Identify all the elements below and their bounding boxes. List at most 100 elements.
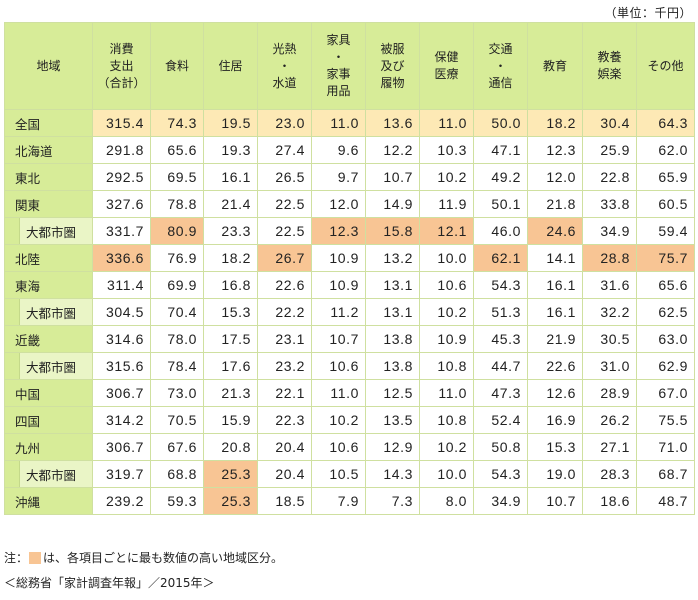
sub-region-label: 大都市圏 [20,461,92,487]
value-cell: 16.8 [203,271,258,299]
sub-region-cell: 大都市圏 [4,217,93,245]
value-cell: 9.6 [311,136,366,164]
value-cell: 52.4 [473,406,528,434]
table-row: 北陸 336.6 76.9 18.2 26.7 10.9 13.2 10.0 62.1 14.1 2… [4,244,695,272]
value-cell: 12.3 [311,217,366,245]
footnote-text: は、各項目ごとに最も数値の高い地域区分。 [43,551,284,565]
value-cell: 22.3 [257,406,312,434]
value-cell: 70.5 [150,406,204,434]
sub-region-cell: 大都市圏 [4,352,93,380]
value-cell: 314.2 [92,406,151,434]
value-cell: 9.7 [311,163,366,191]
value-cell: 22.1 [257,379,312,407]
value-cell: 63.0 [636,325,695,353]
region-cell: 東海 [4,271,93,299]
value-cell: 62.5 [636,298,695,326]
value-cell: 64.3 [636,109,695,137]
value-cell: 306.7 [92,379,151,407]
table-row: 東海 311.4 69.9 16.8 22.6 10.9 13.1 10.6 54.3 16.1 3… [4,271,695,299]
value-cell: 11.0 [419,379,474,407]
table-row: 大都市圏 304.5 70.4 15.3 22.2 11.2 13.1 10.2 51.3 16.… [4,298,695,326]
value-cell: 68.7 [636,460,695,488]
region-cell: 北陸 [4,244,93,272]
footnote: 注： は、各項目ごとに最も数値の高い地域区分。 [4,549,283,566]
value-cell: 23.3 [203,217,258,245]
value-cell: 13.6 [365,109,420,137]
header-category: 消費 支出 （合計） [92,22,151,110]
value-cell: 69.9 [150,271,204,299]
value-cell: 45.3 [473,325,528,353]
value-cell: 22.6 [257,271,312,299]
value-cell: 11.0 [311,109,366,137]
value-cell: 16.1 [203,163,258,191]
value-cell: 315.4 [92,109,151,137]
region-cell: 中国 [4,379,93,407]
table-row: 大都市圏 315.6 78.4 17.6 23.2 10.6 13.8 10.8 44.7 22.… [4,352,695,380]
region-cell: 近畿 [4,325,93,353]
value-cell: 27.1 [582,433,637,461]
region-cell: 関東 [4,190,93,218]
value-cell: 22.2 [257,298,312,326]
value-cell: 12.2 [365,136,420,164]
value-cell: 76.9 [150,244,204,272]
value-cell: 331.7 [92,217,151,245]
value-cell: 10.6 [419,271,474,299]
value-cell: 18.2 [527,109,583,137]
value-cell: 16.1 [527,271,583,299]
value-cell: 10.9 [311,271,366,299]
sub-region-cell: 大都市圏 [4,298,93,326]
table-row: 沖縄 239.2 59.3 25.3 18.5 7.9 7.3 8.0 34.9 10.7 18.6… [4,487,695,515]
value-cell: 28.9 [582,379,637,407]
value-cell: 19.0 [527,460,583,488]
value-cell: 25.9 [582,136,637,164]
sub-region-label: 大都市圏 [20,299,92,325]
value-cell: 10.2 [311,406,366,434]
header-category: 被服 及び 履物 [365,22,420,110]
value-cell: 292.5 [92,163,151,191]
value-cell: 291.8 [92,136,151,164]
value-cell: 10.0 [419,460,474,488]
value-cell: 8.0 [419,487,474,515]
value-cell: 311.4 [92,271,151,299]
value-cell: 13.8 [365,352,420,380]
value-cell: 31.0 [582,352,637,380]
value-cell: 13.8 [365,325,420,353]
indent-bar [5,353,20,379]
table-row: 近畿 314.6 78.0 17.5 23.1 10.7 13.8 10.9 45.3 21.9 3… [4,325,695,353]
value-cell: 74.3 [150,109,204,137]
value-cell: 33.8 [582,190,637,218]
table-row: 大都市圏 319.7 68.8 25.3 20.4 10.5 14.3 10.0 54.3 19.… [4,460,695,488]
value-cell: 15.3 [527,433,583,461]
value-cell: 24.6 [527,217,583,245]
value-cell: 62.1 [473,244,528,272]
value-cell: 10.2 [419,163,474,191]
value-cell: 12.5 [365,379,420,407]
household-expenditure-table: 地域 消費 支出 （合計） 食料 住居 光熱 ・ 水道 家具 ・ 家事 用品 被服 及び 履… [4,22,695,515]
value-cell: 26.7 [257,244,312,272]
value-cell: 11.9 [419,190,474,218]
value-cell: 67.6 [150,433,204,461]
region-cell: 沖縄 [4,487,93,515]
region-cell: 全国 [4,109,93,137]
value-cell: 31.6 [582,271,637,299]
region-cell: 四国 [4,406,93,434]
value-cell: 28.8 [582,244,637,272]
value-cell: 327.6 [92,190,151,218]
value-cell: 13.1 [365,298,420,326]
value-cell: 20.4 [257,460,312,488]
value-cell: 48.7 [636,487,695,515]
value-cell: 22.5 [257,217,312,245]
value-cell: 21.3 [203,379,258,407]
value-cell: 10.7 [527,487,583,515]
value-cell: 47.3 [473,379,528,407]
value-cell: 78.4 [150,352,204,380]
value-cell: 12.3 [527,136,583,164]
value-cell: 65.9 [636,163,695,191]
value-cell: 26.2 [582,406,637,434]
value-cell: 73.0 [150,379,204,407]
value-cell: 21.9 [527,325,583,353]
header-category: 交通 ・ 通信 [473,22,528,110]
value-cell: 10.8 [419,352,474,380]
value-cell: 10.6 [311,352,366,380]
unit-label: （単位：千円） [604,6,692,20]
